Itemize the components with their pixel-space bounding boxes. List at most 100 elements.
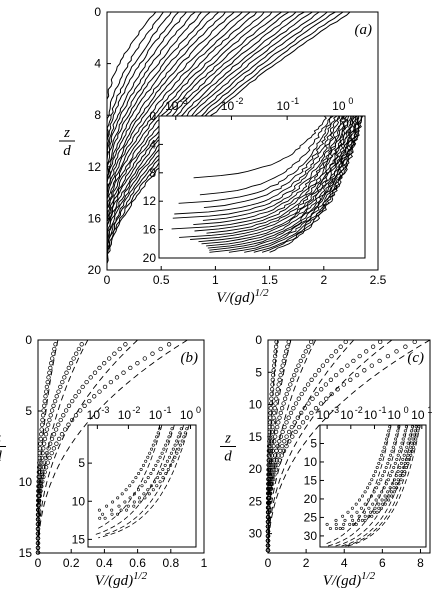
inset-profile-line [253,115,363,253]
data-point [278,410,283,416]
inset-x-tick-label: 10 [340,408,354,422]
inset-data-point [156,476,160,480]
data-point [275,462,280,468]
data-point [42,436,48,442]
data-point [112,351,117,356]
inset-data-point [374,498,378,502]
data-point [35,531,41,536]
inset-data-point [414,437,418,441]
data-point [305,382,311,387]
data-point [51,351,56,356]
data-point [97,389,102,394]
y-tick-label: 25 [249,494,263,508]
inset-data-point [377,482,381,486]
inset-profile-line [171,115,347,230]
y-axis-label-den: d [224,449,232,465]
data-point [266,486,271,491]
inset-data-point [401,437,405,441]
inset-data-point [168,455,172,459]
inset-data-point [350,506,354,510]
data-point [97,365,102,371]
data-point [266,472,271,477]
data-point [277,377,282,382]
data-point [364,349,369,354]
data-point [299,410,304,416]
inset-data-point [397,425,401,429]
data-point [266,458,271,463]
data-point [310,396,315,401]
inset-y-tick-label: 30 [304,529,318,543]
data-point [272,472,277,477]
inset-data-point [137,471,141,475]
y-tick-label: 5 [25,404,32,418]
inset-y-tick-label: 20 [143,251,157,265]
inset-x-tick-label: 10 [118,408,132,422]
inset-data-point [395,457,399,461]
data-point [284,420,289,425]
data-point [71,356,76,361]
inset-x-tick-exponent: 0 [348,96,353,106]
inset-data-point [103,516,107,520]
x-tick-label: 0 [265,556,272,570]
data-point [44,384,50,390]
inset-data-point [354,522,358,526]
inset-data-point [363,514,367,518]
inset-data-point [412,433,416,437]
data-point [36,498,41,503]
data-point [274,396,279,401]
inset-data-point [171,447,175,451]
inset-data-point [165,439,169,443]
data-point [79,342,84,347]
data-point [309,410,314,416]
y-axis-label-den: d [63,143,71,159]
inset-data-point [377,461,381,465]
panel-label: (a) [355,22,373,38]
data-point [267,420,273,425]
inset-data-point [381,474,385,478]
x-tick-label: 8 [417,556,424,570]
inset-data-point [390,449,394,453]
data-point [35,512,41,517]
data-point [276,382,281,387]
inset-data-point [328,526,332,530]
inset-x-tick-exponent: -2 [235,96,243,106]
data-point [37,446,43,451]
data-point [70,398,75,404]
inset-data-point [143,480,147,484]
inset-data-point [160,451,164,455]
y-tick-label: 15 [249,430,263,444]
inset-data-point [158,427,162,431]
data-point [280,443,285,449]
inset-data-point [400,441,404,445]
chart-panel-1: 00.20.40.60.81051015V/(gd)1/2zd(b)10-310… [0,333,208,589]
inset-data-point [132,504,136,508]
inset-profile-line [202,115,343,221]
inset-data-point [143,496,147,500]
data-point [42,398,47,404]
data-point [36,474,41,479]
inset-profile-line [190,115,352,240]
inset-data-point [382,445,386,449]
data-point [377,358,382,364]
data-point [403,344,408,349]
data-point [316,368,322,373]
inset-data-point [403,461,407,465]
inset-data-point [175,439,179,443]
y-tick-label: 20 [249,462,263,476]
data-point [35,536,41,541]
x-tick-label: 0.5 [153,273,170,287]
y-tick-label: 8 [94,108,101,122]
inset-x-tick-label: 10 [165,99,179,113]
data-point [288,382,293,387]
inset-data-point [163,463,167,467]
inset-data-point [137,488,141,492]
inset-data-point [177,447,181,451]
inset-data-point [325,522,329,526]
data-point [102,361,107,366]
inset-data-point [338,526,342,530]
data-point [121,370,126,375]
data-point [266,467,271,472]
inset-data-point [373,506,377,510]
inset-data-point [372,490,376,494]
inset-data-point [402,453,406,457]
